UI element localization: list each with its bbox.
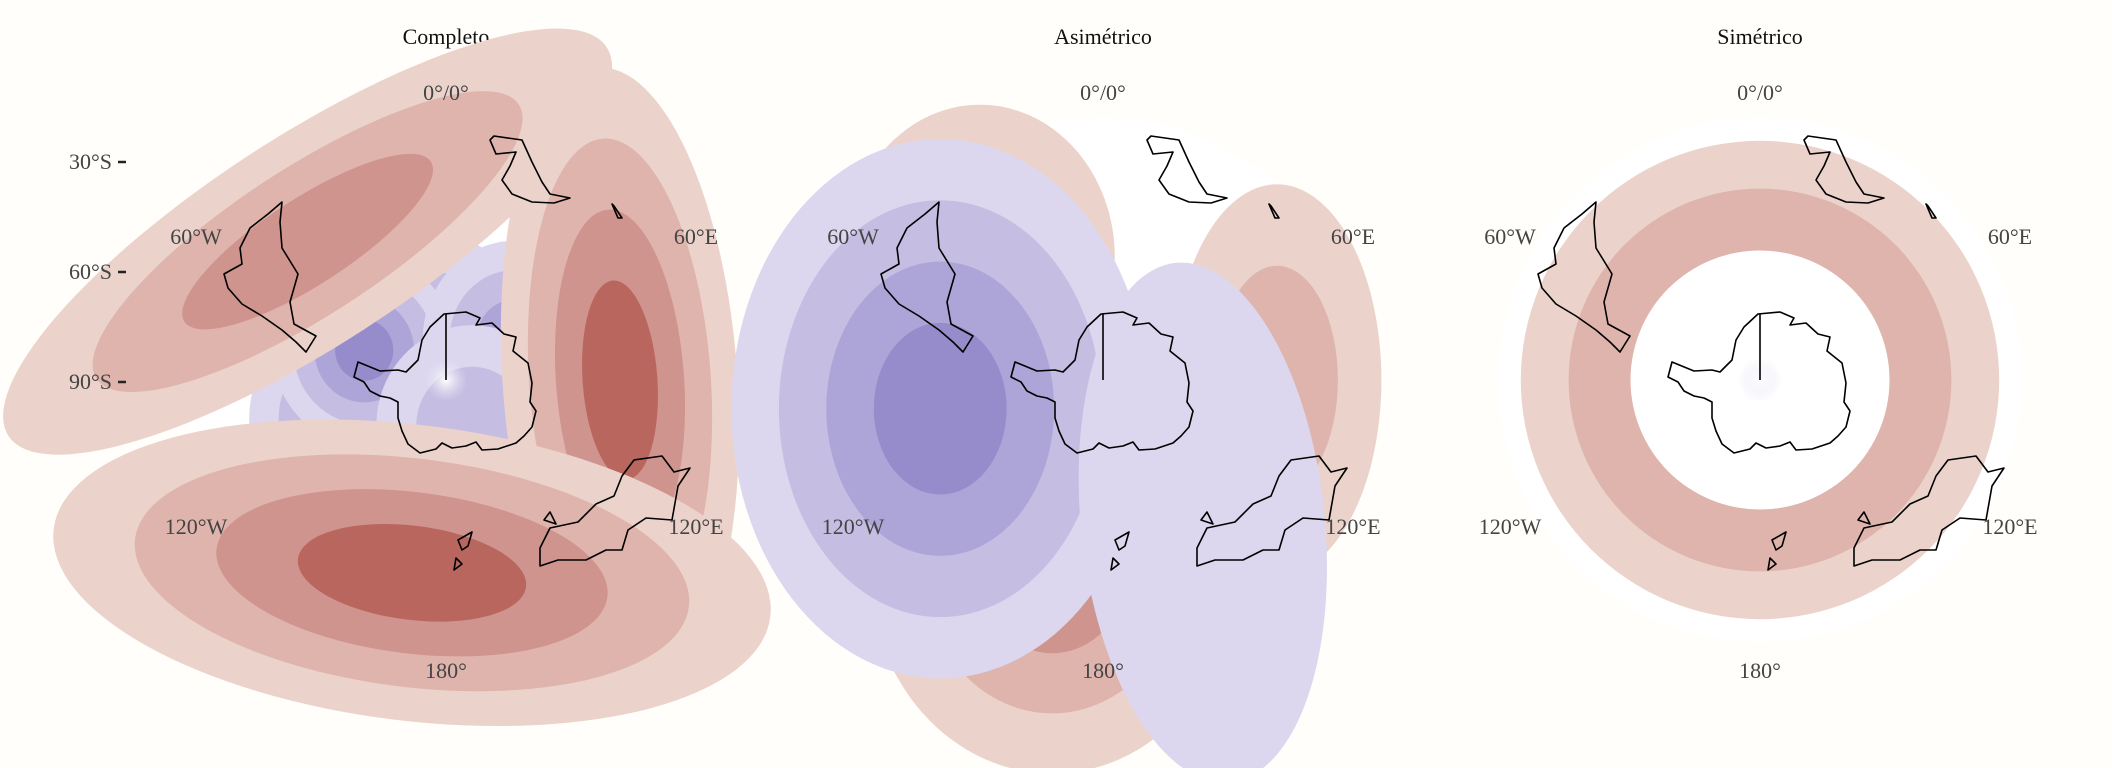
lon-label-60w: 60°W [827,224,879,249]
antarctica-coast [1667,311,1851,454]
new-zealand-coast [1110,531,1130,571]
australia-coast [1196,455,1348,567]
africa-coast [1146,135,1228,204]
madagascar-coast [1925,203,1937,219]
lon-label-180: 180° [1082,658,1124,683]
tasmania-coast [1200,511,1214,525]
madagascar-coast [1268,203,1280,219]
south-america-coast [223,201,317,353]
positive-contour [582,280,658,480]
south-america-coast [880,201,974,353]
negative-contour [873,322,1007,495]
longitude-labels: 0°/0° 60°W 60°E 120°W 120°E 180° [1479,80,2038,683]
panel-title: Asimétrico [1054,24,1152,49]
lon-label-120w: 120°W [822,514,885,539]
lat-tick-label: 30°S [69,149,112,174]
tasmania-coast [1857,511,1871,525]
lon-label-top: 0°/0° [1080,80,1126,105]
panel-simetrico: Simétrico 0°/0° 60°W 60°E 120°W 120°E 18… [1479,24,2038,683]
lon-label-60w: 60°W [170,224,222,249]
lon-label-60e: 60°E [1331,224,1375,249]
tasmania-coast [543,511,557,525]
lat-tick-label: 60°S [69,259,112,284]
lon-label-60w: 60°W [1484,224,1536,249]
lon-label-180: 180° [425,658,467,683]
madagascar-coast [611,203,623,219]
lat-tick-label: 90°S [69,369,112,394]
lon-label-60e: 60°E [1988,224,2032,249]
new-zealand-coast [453,531,473,571]
lon-label-120e: 120°E [668,514,723,539]
anomaly-field [3,28,771,727]
panel-title: Simétrico [1717,24,1803,49]
antarctica-coast [1010,311,1194,454]
africa-coast [1803,135,1885,204]
anomaly-field [731,104,1382,768]
africa-coast [489,135,571,204]
south-america-coast [1537,201,1631,353]
lon-label-60e: 60°E [674,224,718,249]
negative-contour [1078,262,1327,768]
new-zealand-coast [1767,531,1787,571]
lon-label-top: 0°/0° [1737,80,1783,105]
panel-asimetrico: Asimétrico 0°/0° 60°W 60°E 120°W 120°E 1… [731,24,1382,768]
australia-coast [539,455,691,567]
lon-label-180: 180° [1739,658,1781,683]
lon-label-120w: 120°W [1479,514,1542,539]
coastlines [223,135,691,571]
lon-label-top: 0°/0° [423,80,469,105]
coastlines [880,135,1348,571]
lon-label-120w: 120°W [165,514,228,539]
panel-completo: Completo 0°/0° 60°W 60°E 120°W 120°E 180… [3,24,771,727]
latitude-axis: 30°S 60°S 90°S [69,149,126,394]
australia-coast [1853,455,2005,567]
positive-contour [182,153,434,330]
lon-label-120e: 120°E [1982,514,2037,539]
coastlines [1537,135,2005,571]
lon-label-120e: 120°E [1325,514,1380,539]
longitude-labels: 0°/0° 60°W 60°E 120°W 120°E 180° [822,80,1381,683]
longitude-labels: 0°/0° 60°W 60°E 120°W 120°E 180° [165,80,724,683]
positive-contour [297,523,527,622]
antarctica-coast [353,311,537,454]
